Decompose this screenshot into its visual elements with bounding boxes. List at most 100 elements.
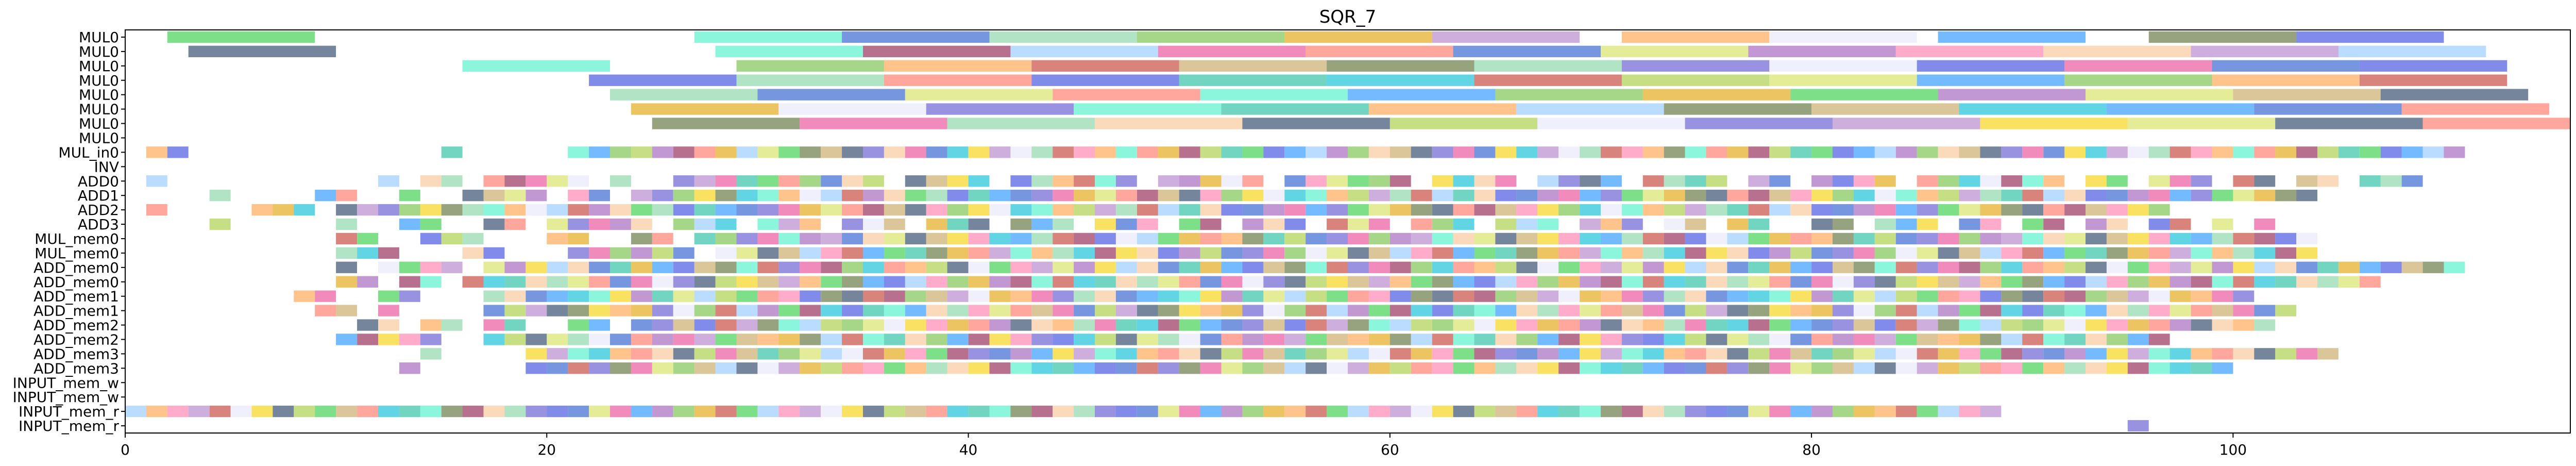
bar-ADD1-71 (1917, 190, 1938, 202)
bar-ADD_mem2_0-59 (1706, 319, 1727, 331)
bar-ADD_mem2_1-45 (1327, 334, 1348, 345)
bar-MUL_in0-32 (1179, 146, 1200, 158)
y-tick-label: MUL0 (79, 58, 119, 75)
bar-MUL_mem0_0-6 (568, 232, 589, 245)
bar-MUL_mem0_0-51 (1580, 232, 1601, 245)
bar-MUL_mem0_0-13 (778, 232, 800, 245)
bar-MUL_in0-62 (1811, 146, 1833, 158)
bar-ADD0-56 (1833, 175, 1854, 187)
bar-ADD_mem3_0-3 (568, 348, 589, 360)
bar-MUL_in0-30 (1137, 146, 1158, 158)
bar-ADD_mem0_0-29 (989, 261, 1011, 273)
bar-ADD_mem1_0-73 (1938, 290, 1959, 302)
bar-ADD_mem2_1-9 (568, 334, 589, 345)
bar-ADD_mem2_1-51 (1453, 334, 1475, 345)
bar-INPUT_mem_r_0-34 (842, 405, 863, 418)
bar-ADD_mem3_1-32 (1179, 362, 1200, 374)
bar-MUL_in0-60 (1769, 146, 1791, 158)
bar-ADD_mem2_1-29 (989, 334, 1011, 345)
bar-ADD_mem2_1-79 (2043, 334, 2065, 345)
bar-ADD_mem1_0-8 (568, 290, 589, 302)
bar-ADD3-46 (1664, 218, 1685, 230)
bar-ADD0-3 (441, 175, 463, 187)
bar-MUL_mem0_1-46 (1453, 247, 1475, 259)
bar-ADD2-7 (399, 204, 420, 216)
bar-ADD_mem3_1-43 (1411, 362, 1432, 374)
bar-ADD_mem3_1-33 (1200, 362, 1222, 374)
bar-ADD_mem3_0-62 (1811, 348, 1833, 360)
bar-ADD0-54 (1769, 175, 1791, 187)
bar-ADD_mem2_0-20 (884, 319, 905, 331)
bar-ADD_mem2_0-66 (1853, 319, 1875, 331)
bar-MUL_in0-14 (800, 146, 821, 158)
bar-MUL0_2-6 (1474, 60, 1622, 72)
bar-ADD_mem1_0-30 (1031, 290, 1053, 302)
bar-ADD_mem3_1-29 (1115, 362, 1137, 374)
bar-ADD_mem3_0-56 (1685, 348, 1706, 360)
bar-INPUT_mem_r_0-21 (568, 405, 589, 418)
bar-MUL_mem0_0-23 (989, 232, 1011, 245)
bar-ADD_mem1_0-16 (736, 290, 758, 302)
bar-MUL_in0-24 (1010, 146, 1032, 158)
bar-MUL_mem0_1-41 (1348, 247, 1369, 259)
bar-INPUT_mem_r_0-62 (1432, 405, 1453, 418)
bar-MUL_mem0_0-7 (631, 232, 652, 245)
bar-ADD2-3 (294, 204, 315, 216)
bar-ADD_mem3_1-61 (1790, 362, 1812, 374)
bar-ADD_mem1_0-77 (2022, 290, 2044, 302)
bar-ADD_mem2_0-46 (1432, 319, 1453, 331)
bar-ADD_mem3_0-9 (694, 348, 716, 360)
bar-MUL_mem0_1-79 (2148, 247, 2170, 259)
bar-MUL_in0-65 (1874, 146, 1896, 158)
y-tick-label: MUL0 (79, 115, 119, 132)
bar-ADD1-56 (1601, 190, 1622, 202)
bar-ADD0-36 (1306, 175, 1327, 187)
y-tick-label: MUL0 (79, 43, 119, 60)
bar-MUL_mem0_1-13 (757, 247, 779, 259)
bar-MUL0_1-8 (1748, 45, 1896, 57)
bar-ADD0-37 (1327, 175, 1348, 187)
bar-ADD1-82 (2148, 190, 2170, 202)
bar-ADD_mem0_1-69 (1833, 276, 1854, 288)
bar-MUL0_5-6 (1516, 103, 1664, 115)
bar-ADD_mem1_1-78 (2064, 305, 2086, 317)
bar-ADD_mem0_1-52 (1474, 276, 1496, 288)
bar-ADD_mem1_0-5 (504, 290, 526, 302)
bar-MUL0_1-5 (1306, 45, 1453, 57)
bar-ADD_mem1_1-34 (1137, 305, 1158, 317)
bar-ADD_mem3_0-22 (968, 348, 990, 360)
bar-ADD_mem0_0-44 (1306, 261, 1327, 273)
bar-MUL0_4-8 (1790, 89, 1938, 101)
bar-MUL_mem0_1-51 (1558, 247, 1580, 259)
bar-ADD_mem1_0-59 (1642, 290, 1664, 302)
bar-ADD1-42 (1306, 190, 1327, 202)
bar-ADD2-66 (1642, 204, 1664, 216)
bar-ADD_mem1_1-57 (1621, 305, 1643, 317)
bar-MUL_mem0_1-0 (336, 247, 357, 259)
bar-ADD2-50 (1306, 204, 1327, 216)
y-tick-label: ADD_mem0 (33, 259, 119, 276)
bar-ADD0-6 (526, 175, 547, 187)
bar-ADD_mem2_0-83 (2212, 319, 2233, 331)
bar-MUL_mem0_1-25 (1010, 247, 1032, 259)
bar-ADD_mem2_1-0 (336, 334, 357, 345)
bar-ADD_mem0_0-16 (715, 261, 737, 273)
bar-ADD_mem3_0-27 (1074, 348, 1095, 360)
bar-ADD_mem2_1-42 (1263, 334, 1285, 345)
bar-MUL_mem0_0-44 (1432, 232, 1453, 245)
bar-MUL_mem0_0-67 (1917, 232, 1938, 245)
bar-INPUT_mem_r_0-10 (336, 405, 357, 418)
bar-ADD2-40 (1095, 204, 1116, 216)
bar-MUL0_5-9 (1959, 103, 2107, 115)
bar-MUL_mem0_1-53 (1601, 247, 1622, 259)
bar-ADD_mem0_0-87 (2212, 261, 2233, 273)
bar-MUL_mem0_0-55 (1664, 232, 1685, 245)
bar-ADD_mem2_1-75 (1959, 334, 1980, 345)
bar-ADD2-68 (1685, 204, 1706, 216)
bar-MUL_in0-78 (2148, 146, 2170, 158)
bar-ADD_mem2_1-34 (1095, 334, 1116, 345)
bar-ADD_mem2_1-55 (1537, 334, 1559, 345)
bar-ADD_mem0_0-15 (694, 261, 716, 273)
bar-ADD0-15 (778, 175, 800, 187)
bar-MUL0_5-4 (1221, 103, 1369, 115)
